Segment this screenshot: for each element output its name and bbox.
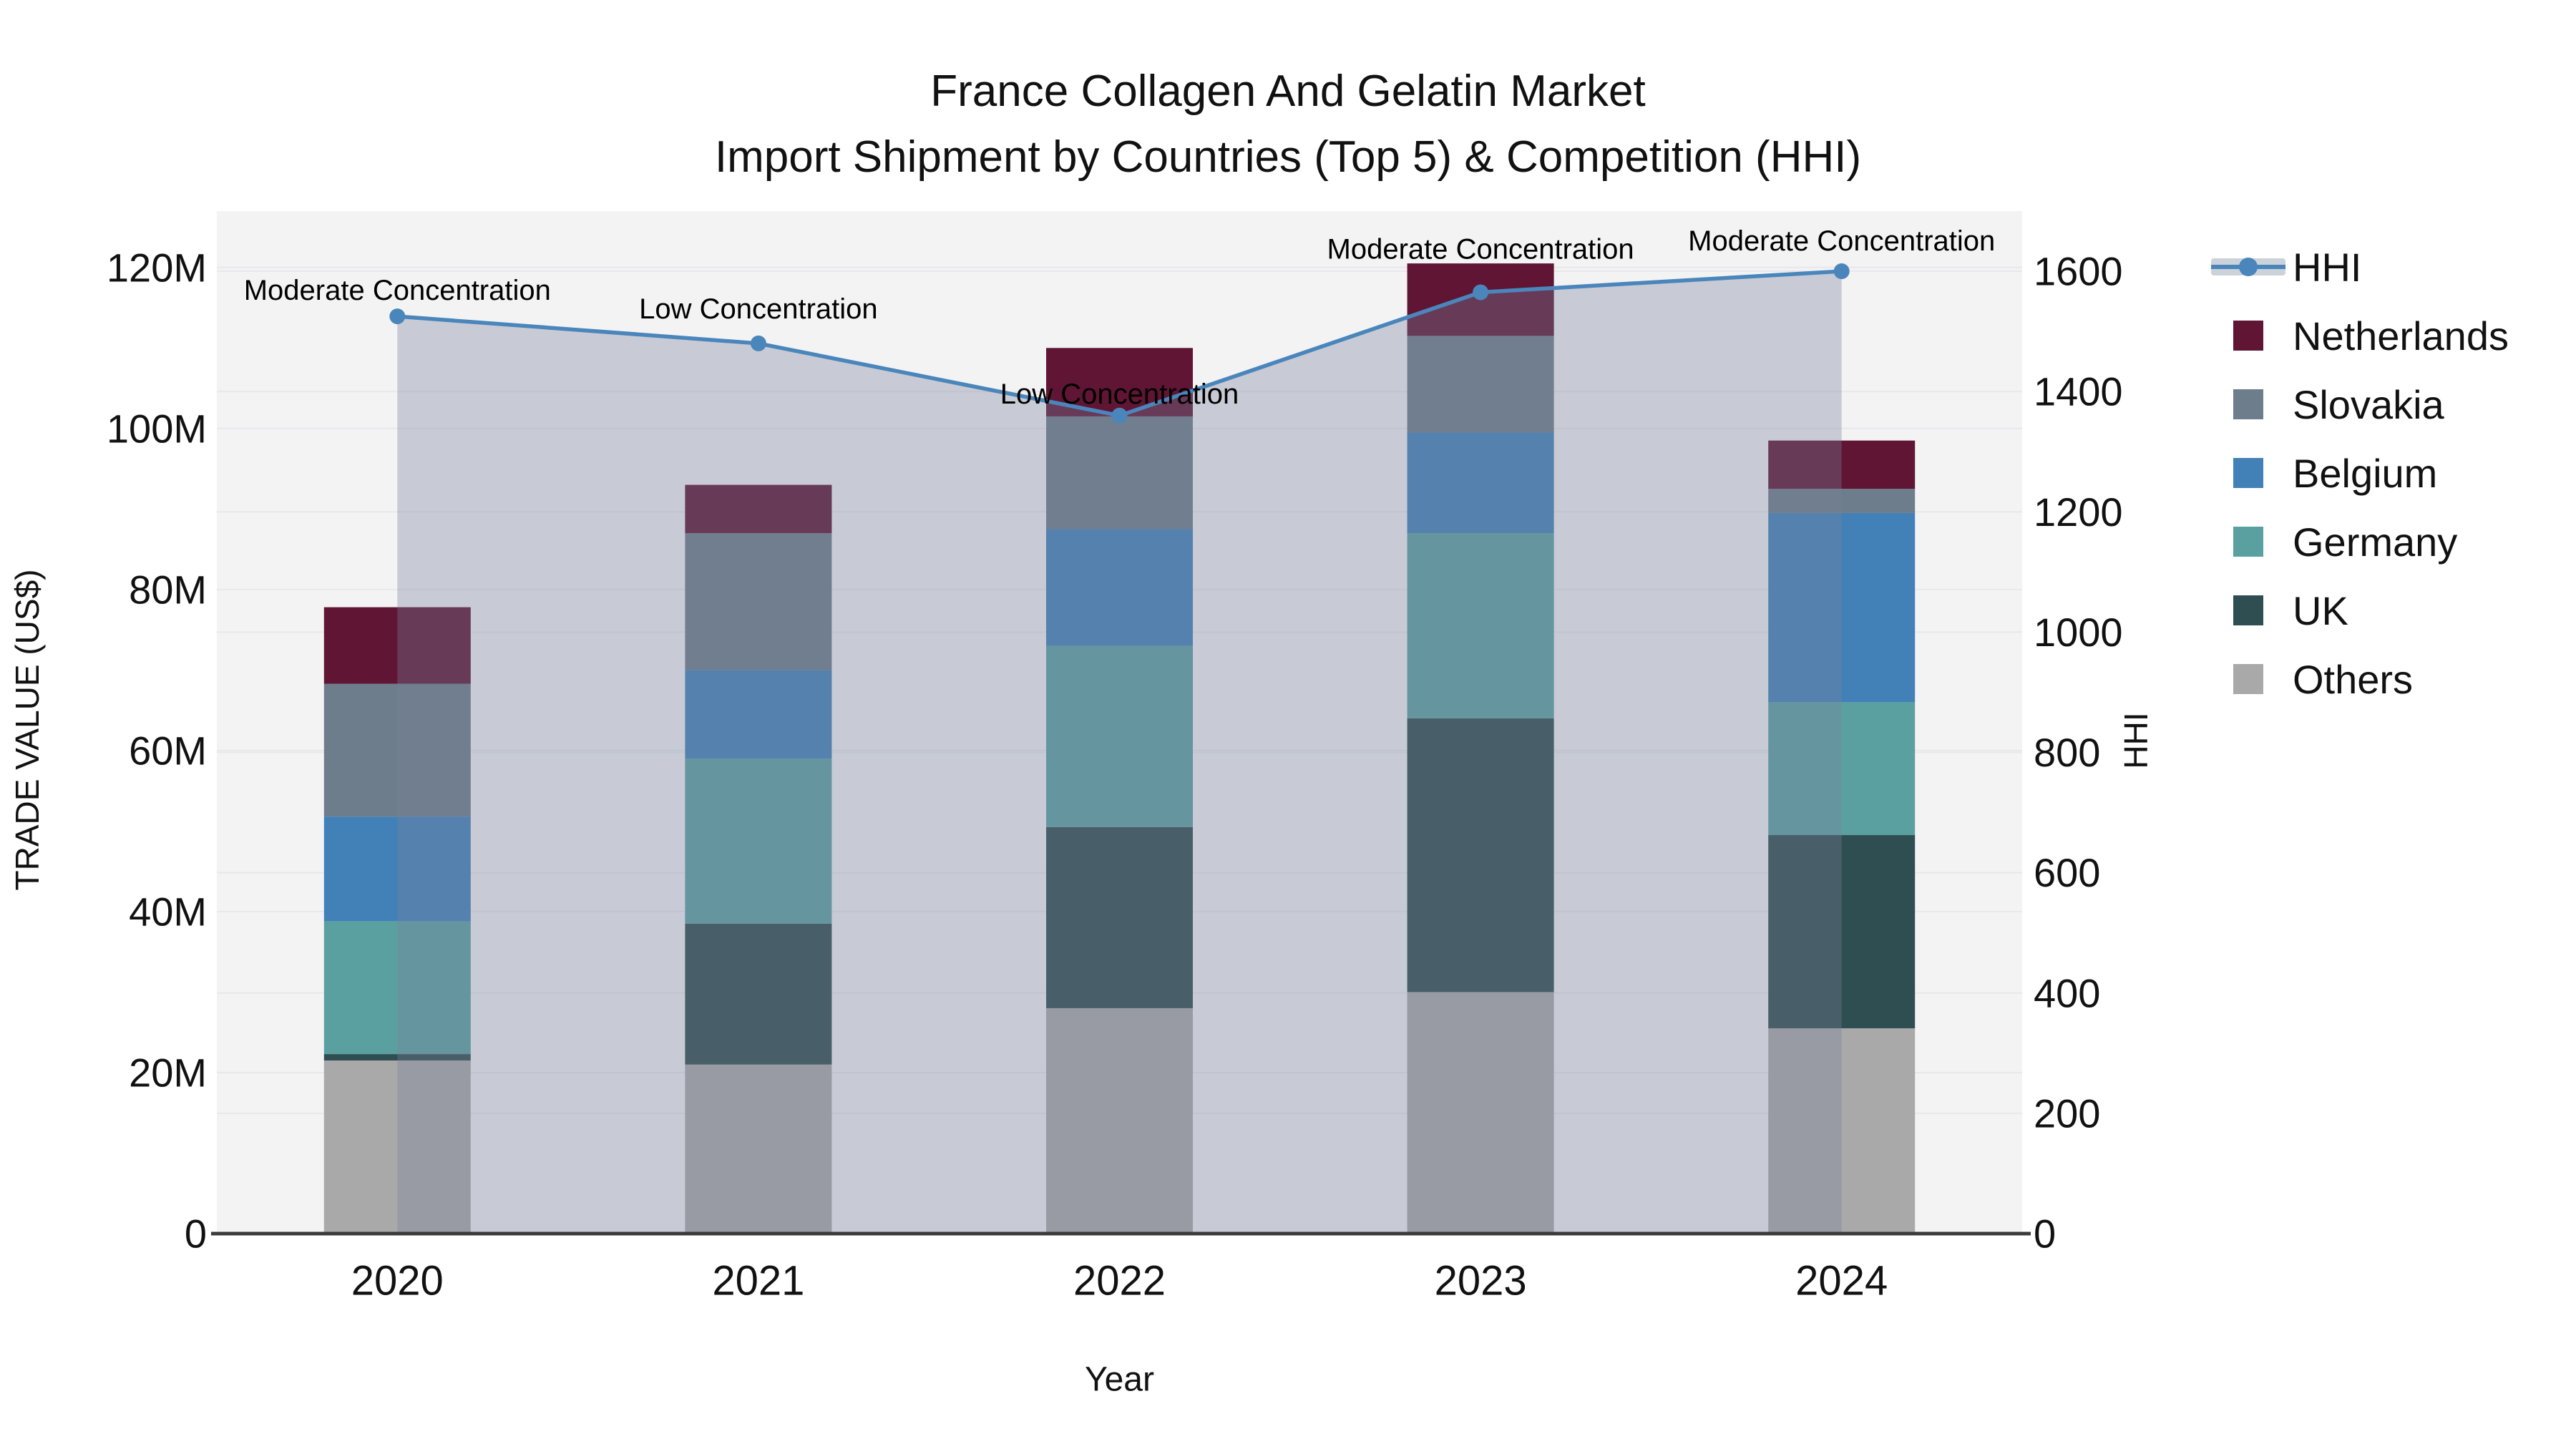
bar-segment-others-2020[interactable]: [323, 1060, 471, 1234]
y-right-tick-label: 1200: [2034, 489, 2123, 535]
legend-label: Others: [2293, 656, 2414, 702]
legend-color-swatch: [2233, 664, 2263, 694]
x-tick-label: 2023: [1435, 1258, 1527, 1304]
y-right-tick-label: 1400: [2034, 369, 2123, 414]
legend-swatch-icon: [2208, 452, 2288, 494]
y-left-tick-label: 0: [185, 1211, 207, 1257]
y-left-tick-label: 40M: [129, 889, 207, 934]
hhi-area-fill: [397, 271, 1842, 1234]
bar-segment-netherlands-2024[interactable]: [1768, 440, 1916, 489]
x-axis-title: Year: [1085, 1361, 1154, 1399]
y-right-tick-label: 1000: [2034, 610, 2123, 655]
y-left-tick-label: 80M: [129, 567, 207, 612]
y-left-tick-label: 100M: [107, 406, 207, 451]
annotation-2024: Moderate Concentration: [1688, 225, 1995, 257]
y-right-tick-label: 600: [2034, 850, 2100, 895]
y-left-tick-label: 20M: [129, 1050, 207, 1095]
bar-segment-germany-2020[interactable]: [323, 921, 471, 1055]
bar-segment-belgium-2020[interactable]: [323, 816, 471, 922]
y-left-axis-title: TRADE VALUE (US$): [9, 569, 46, 890]
legend-label: UK: [2293, 587, 2348, 633]
legend-item-belgium[interactable]: Belgium: [2208, 450, 2509, 496]
legend-swatch-icon: [2208, 658, 2288, 700]
hhi-line-icon: [2208, 246, 2288, 288]
bar-segment-germany-2023[interactable]: [1407, 533, 1554, 718]
legend-swatch-icon: [2208, 315, 2288, 356]
bar-segment-belgium-2022[interactable]: [1046, 529, 1193, 646]
legend-item-germany[interactable]: Germany: [2208, 519, 2509, 565]
bar-segment-others-2024[interactable]: [1768, 1028, 1916, 1234]
legend-item-others[interactable]: Others: [2208, 656, 2509, 702]
legend-label: Slovakia: [2293, 381, 2444, 427]
bar-segment-uk-2023[interactable]: [1407, 718, 1554, 992]
legend-item-uk[interactable]: UK: [2208, 587, 2509, 633]
bar-segment-slovakia-2020[interactable]: [323, 683, 471, 817]
hhi-marker-2022[interactable]: [1111, 407, 1128, 424]
bar-segment-slovakia-2022[interactable]: [1046, 416, 1193, 530]
bar-segment-others-2023[interactable]: [1407, 992, 1554, 1234]
bar-segment-netherlands-2021[interactable]: [685, 484, 832, 534]
chart-title: France Collagen And Gelatin Market Impor…: [0, 59, 2576, 190]
x-tick-label: 2020: [351, 1258, 444, 1304]
legend-swatch-icon: [2208, 590, 2288, 631]
bar-segment-uk-2020[interactable]: [323, 1054, 471, 1061]
legend-label: Germany: [2293, 519, 2458, 565]
y-right-tick-label: 200: [2034, 1091, 2100, 1136]
legend-color-swatch: [2233, 389, 2263, 419]
chart-title-line2: Import Shipment by Countries (Top 5) & C…: [714, 132, 1862, 182]
y-right-tick-label: 400: [2034, 970, 2100, 1015]
legend-label: Belgium: [2293, 450, 2438, 496]
bar-segment-belgium-2021[interactable]: [685, 670, 832, 759]
annotation-2020: Moderate Concentration: [244, 275, 551, 306]
legend-item-hhi[interactable]: HHI: [2208, 244, 2509, 290]
bar-segment-slovakia-2024[interactable]: [1768, 489, 1916, 513]
legend-item-netherlands[interactable]: Netherlands: [2208, 313, 2509, 358]
bar-segment-slovakia-2023[interactable]: [1407, 336, 1554, 433]
legend-label: HHI: [2293, 244, 2362, 290]
bar-segment-germany-2022[interactable]: [1046, 645, 1193, 827]
legend-item-slovakia[interactable]: Slovakia: [2208, 381, 2509, 427]
bar-segment-germany-2024[interactable]: [1768, 702, 1916, 836]
bar-segment-netherlands-2020[interactable]: [323, 607, 471, 684]
legend-color-swatch: [2233, 527, 2263, 557]
y-right-axis-title: HHI: [2117, 712, 2155, 769]
x-tick-label: 2022: [1073, 1258, 1166, 1304]
hhi-marker-2020[interactable]: [389, 308, 406, 325]
hhi-marker-2024[interactable]: [1833, 263, 1850, 280]
y-left-tick-label: 120M: [107, 245, 207, 290]
legend-marker-dot: [2239, 258, 2258, 276]
hhi-marker-2023[interactable]: [1473, 284, 1489, 301]
legend-label: Netherlands: [2293, 313, 2509, 358]
x-tick-label: 2024: [1795, 1258, 1888, 1304]
hhi-marker-2021[interactable]: [750, 335, 766, 351]
legend-swatch-icon: [2208, 384, 2288, 425]
y-left-tick-label: 60M: [129, 728, 207, 773]
bar-segment-uk-2024[interactable]: [1768, 835, 1916, 1029]
annotation-2021: Low Concentration: [639, 293, 878, 325]
legend: HHI Netherlands Slovakia Belgium Germany UK Ot…: [2208, 244, 2509, 702]
bar-segment-uk-2022[interactable]: [1046, 826, 1193, 1008]
x-tick-label: 2021: [712, 1258, 804, 1304]
y-right-tick-label: 0: [2034, 1211, 2056, 1257]
annotation-2023: Moderate Concentration: [1327, 233, 1634, 265]
bar-segment-belgium-2023[interactable]: [1407, 432, 1554, 534]
legend-color-swatch: [2233, 458, 2263, 488]
bar-segment-others-2022[interactable]: [1046, 1008, 1193, 1234]
bar-segment-slovakia-2021[interactable]: [685, 533, 832, 670]
bar-segment-others-2021[interactable]: [685, 1064, 832, 1234]
bar-segment-germany-2021[interactable]: [685, 758, 832, 924]
bar-segment-belgium-2024[interactable]: [1768, 512, 1916, 703]
y-right-tick-label: 1600: [2034, 249, 2123, 294]
y-right-tick-label: 800: [2034, 730, 2100, 775]
chart-title-line1: France Collagen And Gelatin Market: [930, 67, 1646, 116]
bar-segment-uk-2021[interactable]: [685, 923, 832, 1065]
legend-color-swatch: [2233, 595, 2263, 625]
annotation-2022: Low Concentration: [1000, 379, 1239, 410]
legend-color-swatch: [2233, 321, 2263, 351]
legend-swatch-icon: [2208, 521, 2288, 562]
